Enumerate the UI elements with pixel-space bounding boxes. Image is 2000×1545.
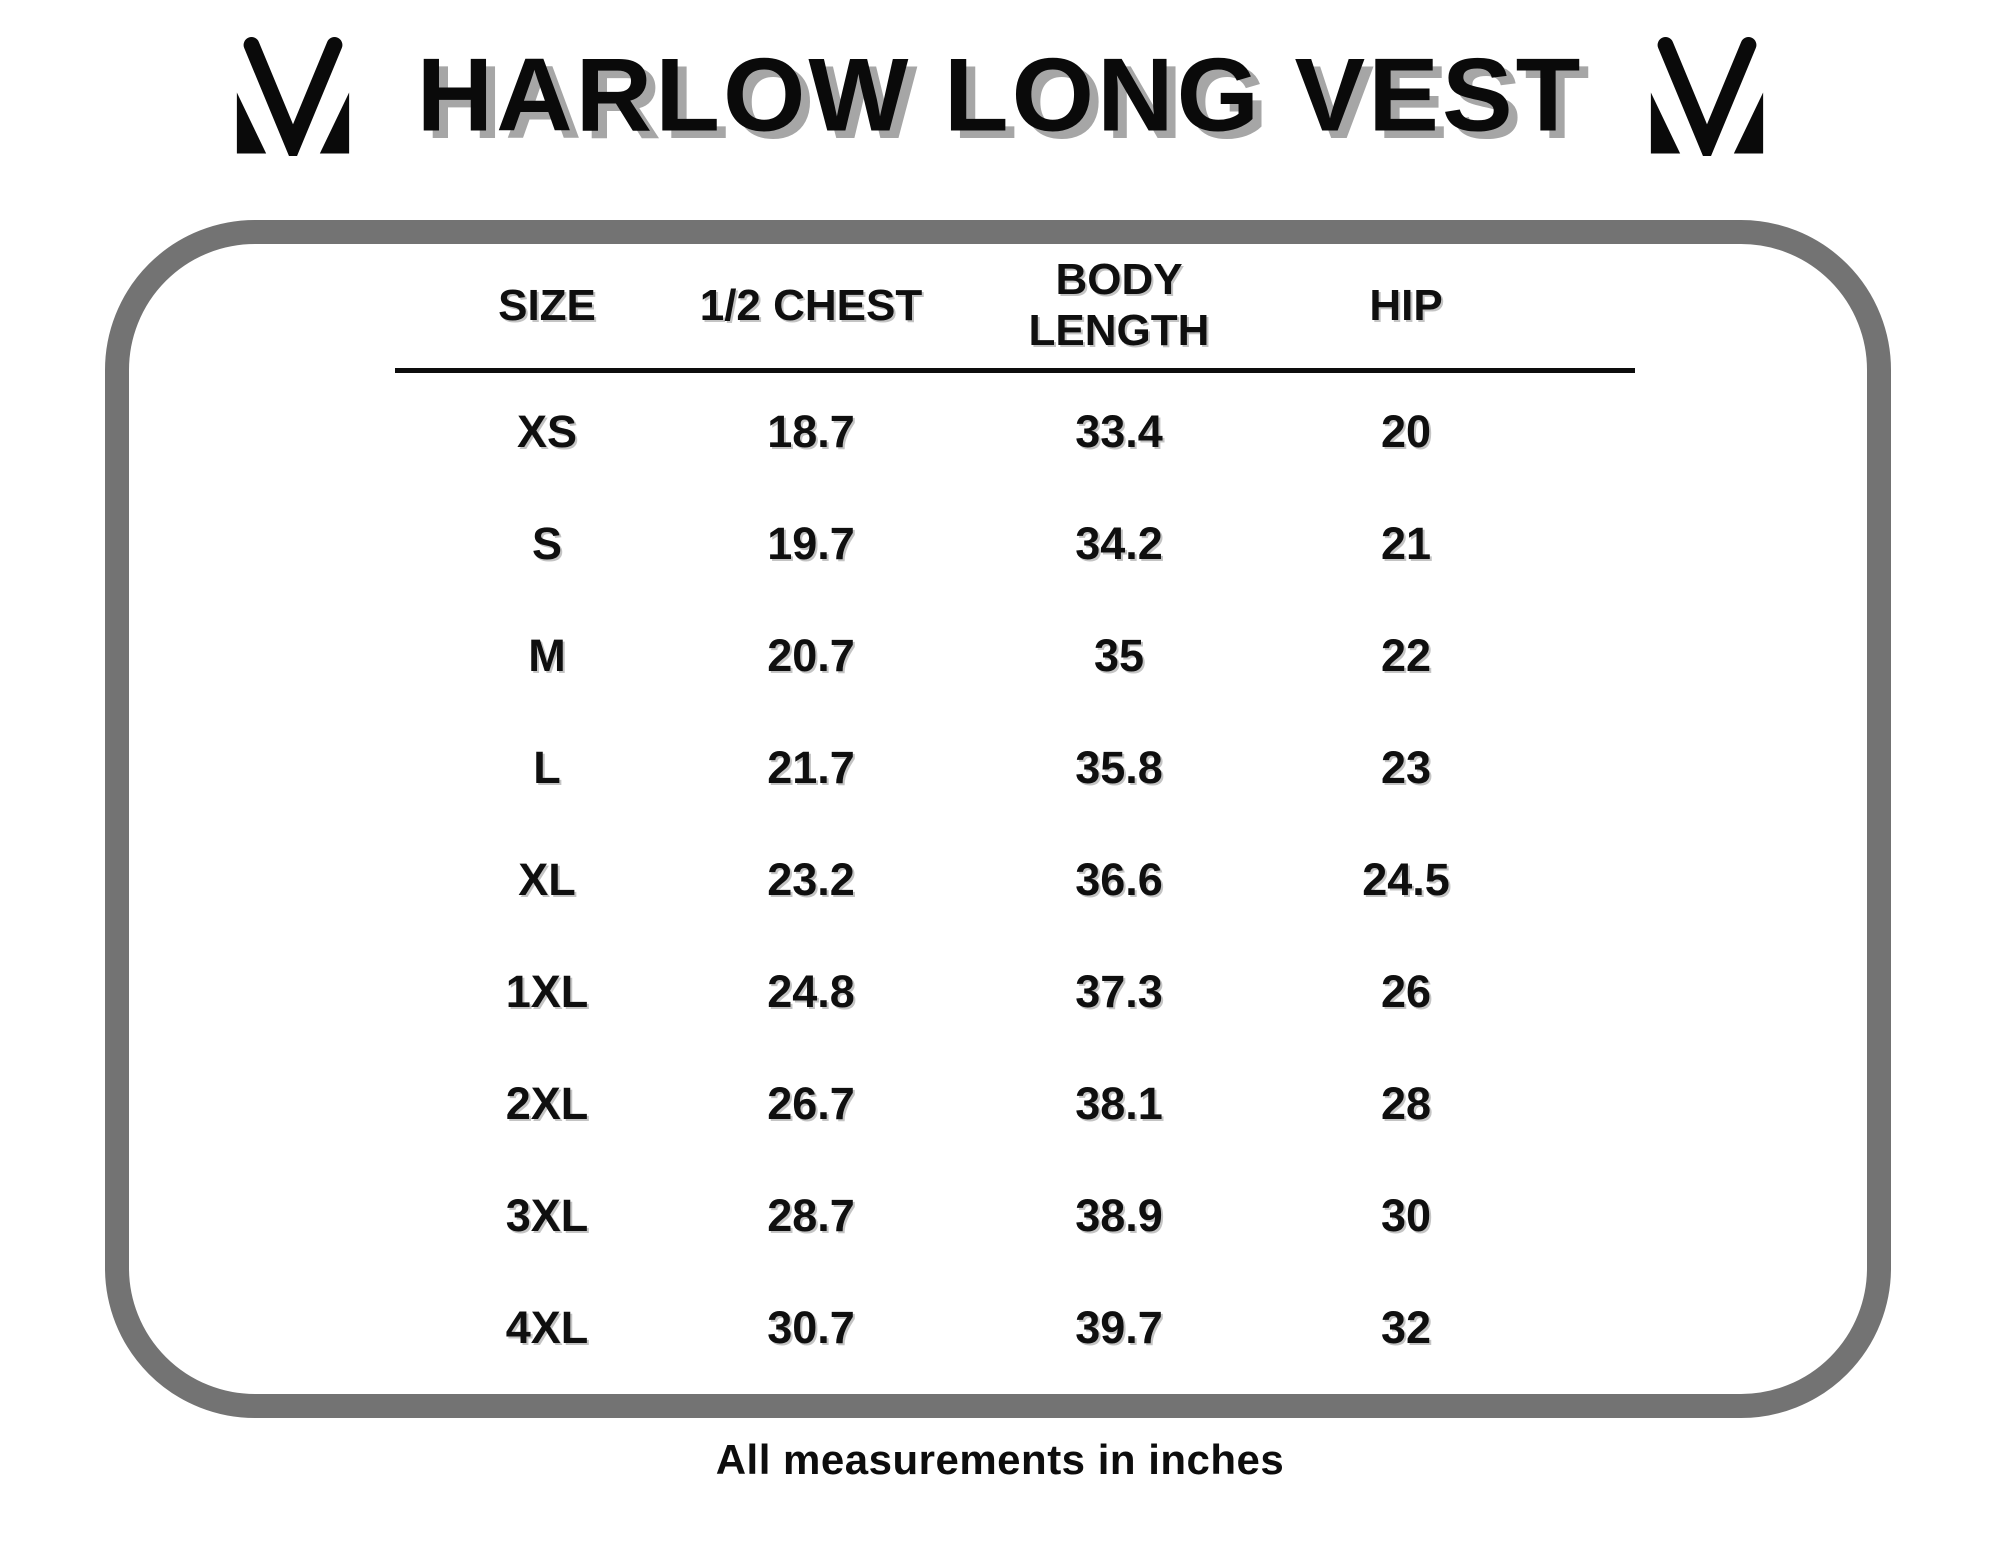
cell-hip: 32 — [1380, 1302, 1432, 1353]
column-header-hip: HIP — [1369, 280, 1443, 330]
cell-hip: 21 — [1380, 518, 1432, 569]
cell-size: M — [528, 630, 566, 681]
cell-half-chest: 20.7 — [767, 630, 855, 681]
cell-size: 2XL — [505, 1078, 589, 1129]
cell-size: S — [531, 518, 562, 569]
table-row: 2XL 26.7 38.1 28 — [395, 1048, 1497, 1160]
cell-size: XL — [518, 854, 576, 905]
cell-hip: 24.5 — [1362, 854, 1450, 905]
table-header-row: SIZE 1/2 CHEST BODY LENGTH HIP — [395, 246, 1497, 366]
cell-hip: 28 — [1380, 1078, 1432, 1129]
cell-body-length: 38.9 — [1075, 1190, 1163, 1241]
cell-body-length: 33.4 — [1075, 406, 1163, 457]
table-row: XL 23.2 36.6 24.5 — [395, 824, 1497, 936]
cell-half-chest: 21.7 — [767, 742, 855, 793]
cell-hip: 23 — [1380, 742, 1432, 793]
cell-half-chest: 18.7 — [767, 406, 855, 457]
cell-body-length: 34.2 — [1075, 518, 1163, 569]
page-title: HARLOW LONG VEST — [416, 37, 1584, 153]
table-row: 3XL 28.7 38.9 30 — [395, 1160, 1497, 1272]
header-divider-line — [395, 368, 1635, 373]
cell-half-chest: 26.7 — [767, 1078, 855, 1129]
column-header-body-length: BODY LENGTH — [1028, 255, 1210, 355]
size-chart-box: SIZE 1/2 CHEST BODY LENGTH HIP XS 18.7 33.… — [105, 220, 1891, 1418]
cell-size: 4XL — [505, 1302, 589, 1353]
cell-size: 3XL — [505, 1190, 589, 1241]
cell-half-chest: 24.8 — [767, 966, 855, 1017]
cell-body-length: 37.3 — [1075, 966, 1163, 1017]
cell-size: L — [533, 742, 561, 793]
cell-half-chest: 28.7 — [767, 1190, 855, 1241]
cell-half-chest: 30.7 — [767, 1302, 855, 1353]
table-row: L 21.7 35.8 23 — [395, 712, 1497, 824]
cell-size: XS — [516, 406, 578, 457]
table-row: S 19.7 34.2 21 — [395, 488, 1497, 600]
table-row: XS 18.7 33.4 20 — [395, 376, 1497, 488]
table-row: 1XL 24.8 37.3 26 — [395, 936, 1497, 1048]
cell-body-length: 35 — [1093, 630, 1145, 681]
header: HARLOW LONG VEST — [0, 0, 2000, 190]
cell-body-length: 38.1 — [1075, 1078, 1163, 1129]
table-row: M 20.7 35 22 — [395, 600, 1497, 712]
cell-body-length: 36.6 — [1075, 854, 1163, 905]
column-header-size: SIZE — [498, 280, 596, 330]
cell-half-chest: 23.2 — [767, 854, 855, 905]
cell-body-length: 39.7 — [1075, 1302, 1163, 1353]
cell-hip: 22 — [1380, 630, 1432, 681]
measurement-note: All measurements in inches — [715, 1436, 1285, 1483]
cell-size: 1XL — [505, 966, 589, 1017]
cell-hip: 26 — [1380, 966, 1432, 1017]
table-body: XS 18.7 33.4 20 S 19.7 34.2 21 M 20.7 35 22 L 21.7 35.… — [395, 376, 1497, 1384]
cell-body-length: 35.8 — [1075, 742, 1163, 793]
cell-hip: 30 — [1380, 1190, 1432, 1241]
cell-hip: 20 — [1380, 406, 1432, 457]
brand-m-logo-left-icon — [227, 34, 359, 156]
column-header-half-chest: 1/2 CHEST — [699, 280, 923, 330]
cell-half-chest: 19.7 — [767, 518, 855, 569]
brand-m-logo-right-icon — [1641, 34, 1773, 156]
table-row: 4XL 30.7 39.7 32 — [395, 1272, 1497, 1384]
